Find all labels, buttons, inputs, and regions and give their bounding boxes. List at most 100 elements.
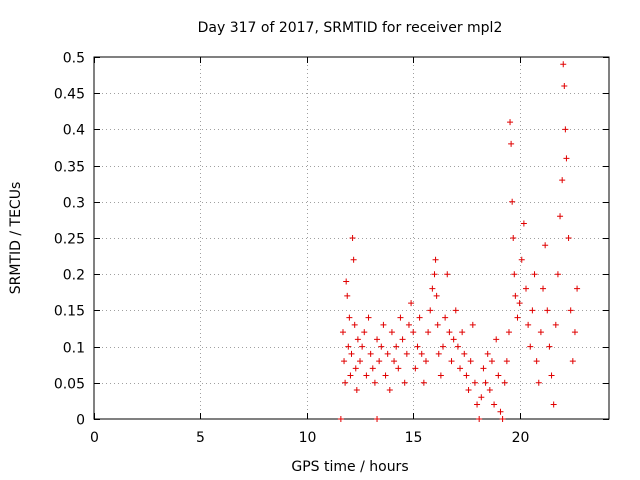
data-point xyxy=(352,365,359,372)
data-point xyxy=(408,300,415,307)
data-point xyxy=(353,387,360,394)
data-point xyxy=(386,387,393,394)
y-tick-label: 0.35 xyxy=(54,160,85,176)
data-point xyxy=(418,350,425,357)
data-point xyxy=(567,307,574,314)
data-point xyxy=(354,336,361,343)
x-tick-label: 15 xyxy=(405,430,423,446)
data-points xyxy=(337,61,581,422)
y-tick-label: 0.05 xyxy=(54,377,85,393)
data-point xyxy=(476,416,483,422)
x-axis-label: GPS time / hours xyxy=(291,459,408,475)
data-point xyxy=(495,372,502,379)
data-point xyxy=(482,379,489,386)
data-point xyxy=(348,350,355,357)
y-tick-label: 0 xyxy=(76,413,85,429)
data-point xyxy=(382,372,389,379)
data-point xyxy=(378,343,385,350)
data-point xyxy=(507,119,514,126)
data-point xyxy=(540,285,547,292)
data-point xyxy=(442,314,449,321)
data-point xyxy=(371,379,378,386)
data-point xyxy=(491,401,498,408)
data-point xyxy=(463,372,470,379)
data-point xyxy=(422,358,429,365)
data-point xyxy=(337,416,344,422)
data-point xyxy=(503,358,510,365)
data-point xyxy=(497,408,504,415)
data-point xyxy=(346,314,353,321)
data-point xyxy=(435,350,442,357)
data-point xyxy=(427,307,434,314)
data-point xyxy=(388,329,395,336)
data-point xyxy=(448,358,455,365)
plot-frame xyxy=(93,56,610,420)
y-tick-label: 0.1 xyxy=(63,341,85,357)
data-point xyxy=(359,343,366,350)
data-point xyxy=(554,271,561,278)
data-point xyxy=(499,416,506,422)
data-point xyxy=(474,401,481,408)
data-point xyxy=(380,321,387,328)
data-point xyxy=(505,329,512,336)
data-point xyxy=(347,372,354,379)
data-point xyxy=(465,387,472,394)
data-point xyxy=(391,358,398,365)
data-point xyxy=(367,350,374,357)
data-point xyxy=(416,314,423,321)
data-point xyxy=(450,336,457,343)
data-point xyxy=(397,314,404,321)
data-point xyxy=(560,61,567,68)
data-point xyxy=(414,343,421,350)
data-point xyxy=(345,343,352,350)
data-point xyxy=(569,358,576,365)
data-point xyxy=(374,336,381,343)
data-point xyxy=(349,235,356,241)
data-point xyxy=(444,271,451,278)
x-tick-label: 10 xyxy=(299,430,317,446)
data-point xyxy=(480,365,487,372)
data-point xyxy=(459,329,466,336)
data-point xyxy=(493,336,500,343)
data-point xyxy=(351,321,358,328)
data-point xyxy=(559,177,566,184)
data-point xyxy=(420,379,427,386)
data-point xyxy=(546,343,553,350)
data-point xyxy=(527,343,534,350)
data-point xyxy=(431,271,438,278)
y-tick-label: 0.3 xyxy=(63,196,85,212)
data-point xyxy=(557,213,564,220)
data-point xyxy=(433,292,440,299)
data-point xyxy=(512,292,519,299)
data-point xyxy=(452,307,459,314)
y-tick-label: 0.2 xyxy=(63,268,85,284)
data-point xyxy=(384,350,391,357)
data-point xyxy=(478,394,485,401)
data-point xyxy=(401,379,408,386)
data-point xyxy=(535,379,542,386)
x-axis: 0 5 10 15 20 xyxy=(90,57,529,446)
chart-title: Day 317 of 2017, SRMTID for receiver mpl… xyxy=(198,20,503,36)
x-tick-label: 20 xyxy=(512,430,530,446)
data-point xyxy=(518,256,525,263)
data-point xyxy=(357,358,364,365)
data-point xyxy=(516,300,523,307)
data-point xyxy=(363,372,370,379)
data-point xyxy=(437,372,444,379)
data-point xyxy=(565,235,572,241)
data-point xyxy=(457,365,464,372)
y-tick-label: 0.15 xyxy=(54,304,85,320)
data-point xyxy=(509,198,516,205)
data-point xyxy=(393,343,400,350)
x-tick-label: 5 xyxy=(196,430,205,446)
y-tick-label: 0.4 xyxy=(63,123,85,139)
data-point xyxy=(410,329,417,336)
data-point xyxy=(403,350,410,357)
data-point xyxy=(508,140,515,147)
data-point xyxy=(510,235,517,241)
y-tick-label: 0.45 xyxy=(54,87,85,103)
data-point xyxy=(574,285,581,292)
data-point xyxy=(432,256,439,263)
data-point xyxy=(434,321,441,328)
